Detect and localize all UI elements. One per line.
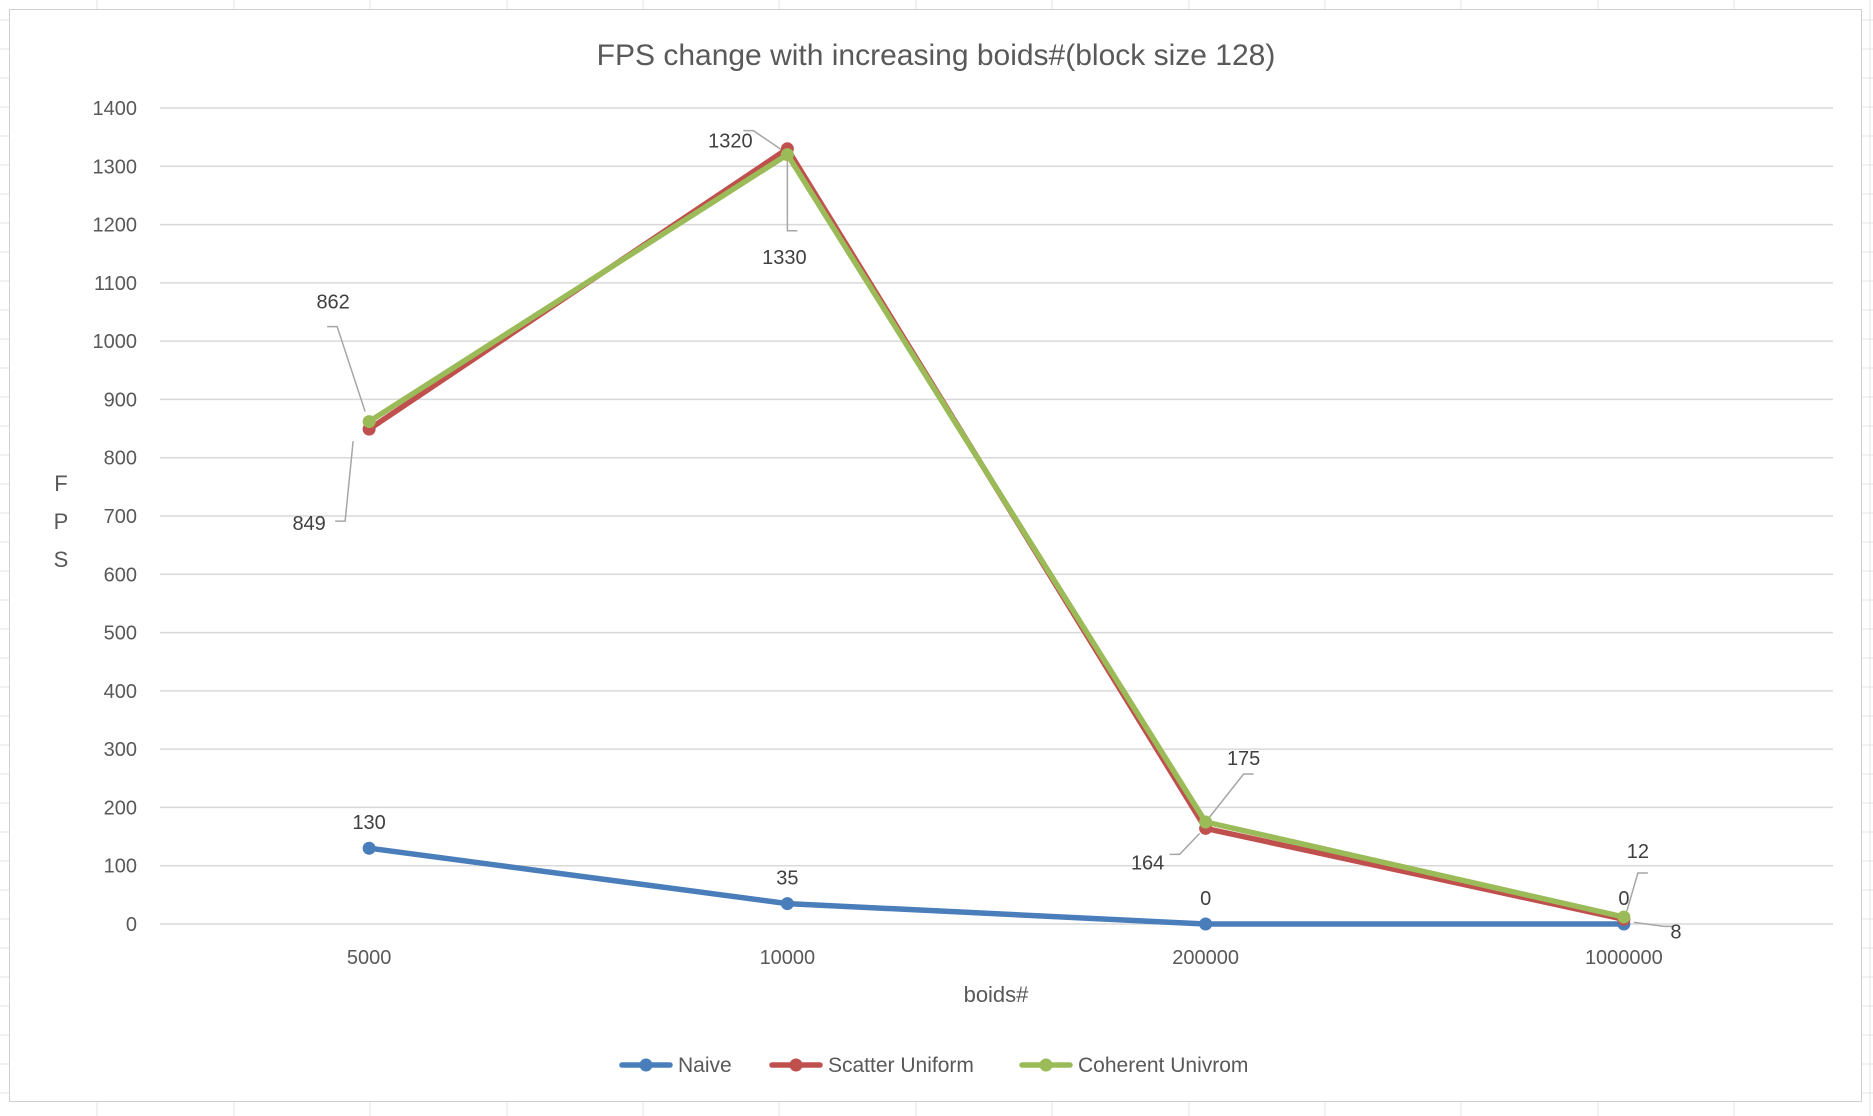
y-tick-label: 0: [126, 914, 137, 936]
data-label: 862: [316, 292, 349, 314]
series-line-scatter-uniform: [366, 146, 1627, 923]
y-tick-label: 1000: [93, 331, 138, 353]
legend-swatch-marker: [639, 1058, 653, 1072]
data-label-leader: [1209, 773, 1254, 818]
data-label: 164: [1131, 852, 1164, 874]
data-label: 849: [292, 513, 325, 535]
data-label: 0: [1200, 888, 1211, 910]
data-label: 1320: [708, 131, 753, 153]
y-axis-title-letter: F: [54, 471, 67, 496]
y-tick-label: 500: [104, 623, 137, 645]
y-tick-label: 100: [104, 856, 137, 878]
data-label: 8: [1670, 921, 1681, 943]
y-tick-label: 300: [104, 739, 137, 761]
data-label: 130: [352, 812, 385, 834]
chart-title: FPS change with increasing boids#(block …: [597, 39, 1276, 72]
legend-label: Coherent Univrom: [1078, 1054, 1248, 1077]
series-line-coherent-univrom: [366, 151, 1627, 920]
data-point-naive[interactable]: [362, 841, 376, 855]
data-label-leader: [1626, 872, 1648, 912]
chart-area[interactable]: FPS change with increasing boids#(block …: [9, 9, 1862, 1102]
x-tick-label: 10000: [760, 947, 816, 969]
data-label: 35: [776, 868, 798, 890]
data-label: 0: [1618, 888, 1629, 910]
data-label-leaders: [327, 129, 1674, 928]
data-labels: 130 35 0 0 849 1330 164 8 862 1320 175 12: [292, 131, 1681, 944]
y-axis-title-letter: S: [54, 547, 69, 572]
data-label-leader: [335, 441, 354, 522]
data-label: 1330: [762, 247, 807, 269]
y-tick-label: 900: [104, 389, 137, 411]
legend-label: Naive: [678, 1054, 732, 1077]
legend-swatch-marker: [789, 1058, 803, 1072]
y-tick-label: 1100: [94, 273, 137, 295]
y-tick-label: 1300: [93, 156, 138, 178]
data-label-leader: [1633, 921, 1674, 928]
x-tick-label: 5000: [347, 947, 392, 969]
data-label: 175: [1227, 748, 1260, 770]
x-tick-label: 1000000: [1585, 947, 1663, 969]
y-axis-title: FPS: [54, 471, 69, 572]
data-point-coherent-univrom[interactable]: [1199, 815, 1213, 829]
y-tick-label: 200: [104, 797, 137, 819]
data-point-coherent-univrom[interactable]: [780, 148, 794, 162]
legend-label: Scatter Uniform: [828, 1054, 974, 1077]
data-label-leader: [1169, 832, 1201, 856]
legend-item-scatter-uniform[interactable]: Scatter Uniform: [769, 1054, 974, 1077]
line-chart: FPS change with increasing boids#(block …: [54, 39, 1833, 1077]
x-tick-label: 200000: [1172, 947, 1239, 969]
y-tick-label: 1400: [93, 98, 138, 120]
data-label-leader: [327, 325, 366, 412]
data-point-coherent-univrom[interactable]: [362, 415, 376, 429]
x-axis-ticks: 5000 10000 200000 1000000: [347, 947, 1663, 969]
y-tick-label: 800: [104, 448, 137, 470]
y-axis-ticks: 0 100 200 300 400 500 600 700 800 900 1000 1100 1200…: [93, 98, 138, 936]
data-label-leader: [786, 158, 798, 232]
data-label-leader: [743, 129, 782, 151]
y-tick-label: 700: [104, 506, 137, 528]
y-tick-label: 600: [104, 564, 137, 586]
x-axis-title: boids#: [964, 982, 1030, 1007]
legend-item-coherent-univrom[interactable]: Coherent Univrom: [1019, 1054, 1248, 1077]
y-axis-title-letter: P: [54, 509, 69, 534]
y-tick-label: 1200: [93, 215, 138, 237]
data-point-naive[interactable]: [1199, 917, 1213, 931]
legend-swatch-marker: [1039, 1058, 1053, 1072]
data-label: 12: [1627, 841, 1649, 863]
data-point-coherent-univrom[interactable]: [1617, 910, 1631, 924]
y-tick-label: 400: [104, 681, 137, 703]
series-line-naive: [366, 845, 1627, 927]
series-lines: [362, 142, 1631, 931]
legend-item-naive[interactable]: Naive: [619, 1054, 732, 1077]
data-point-naive[interactable]: [780, 897, 794, 911]
legend[interactable]: Naive Scatter Uniform Coherent Univrom: [619, 1054, 1248, 1077]
y-gridlines: [160, 107, 1833, 925]
